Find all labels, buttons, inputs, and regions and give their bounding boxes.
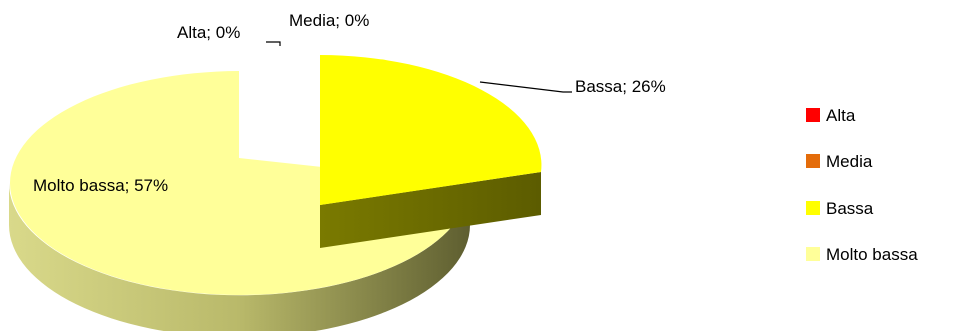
data-label-alta: Alta; 0% <box>177 23 240 42</box>
slice-bassa <box>320 55 542 248</box>
legend-swatch-molto-bassa <box>806 247 820 261</box>
legend-item-alta: Alta <box>806 106 856 125</box>
legend-label-alta: Alta <box>826 106 856 125</box>
legend-item-bassa: Bassa <box>806 199 874 218</box>
leader-line-bassa <box>479 81 572 93</box>
legend: Alta Media Bassa Molto bassa <box>806 106 918 264</box>
data-label-molto-bassa: Molto bassa; 57% <box>33 176 168 195</box>
slice-bassa-side <box>320 172 541 248</box>
data-label-bassa: Bassa; 26% <box>575 77 666 96</box>
leader-line-alta <box>266 41 281 46</box>
legend-swatch-bassa <box>806 201 820 215</box>
legend-item-media: Media <box>806 152 873 171</box>
slice-bassa-top <box>320 55 542 205</box>
legend-label-media: Media <box>826 152 873 171</box>
legend-swatch-alta <box>806 108 820 122</box>
slice-molto-bassa-side <box>9 183 470 331</box>
legend-item-molto-bassa: Molto bassa <box>806 245 918 264</box>
data-label-media: Media; 0% <box>289 11 369 30</box>
legend-swatch-media <box>806 154 820 168</box>
legend-label-bassa: Bassa <box>826 199 874 218</box>
legend-label-molto-bassa: Molto bassa <box>826 245 918 264</box>
